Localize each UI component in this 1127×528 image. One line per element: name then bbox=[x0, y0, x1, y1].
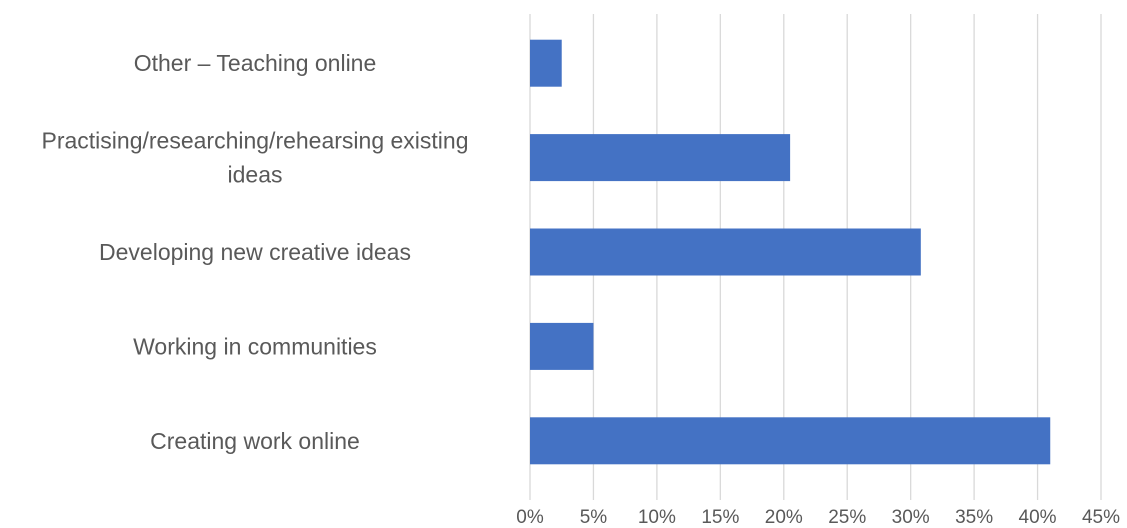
x-tick-label: 25% bbox=[828, 507, 866, 528]
x-tick-label: 30% bbox=[892, 507, 930, 528]
x-axis-tick-labels: 0% 5% 10% 15% 20% 25% 30% 35% 40% 45% bbox=[516, 507, 1120, 528]
x-tick-label: 40% bbox=[1019, 507, 1057, 528]
category-label: Practising/researching/rehearsing existi… bbox=[42, 128, 469, 154]
bars bbox=[530, 39, 1051, 465]
x-tick-label: 10% bbox=[638, 507, 676, 528]
x-tick-label: 20% bbox=[765, 507, 803, 528]
category-label: Developing new creative ideas bbox=[99, 239, 411, 265]
x-tick-label: 35% bbox=[955, 507, 993, 528]
bar bbox=[530, 134, 791, 182]
x-tick-label: 0% bbox=[516, 507, 544, 528]
bar bbox=[530, 39, 562, 87]
category-label: Working in communities bbox=[133, 333, 377, 359]
bar bbox=[530, 322, 594, 370]
bar bbox=[530, 228, 921, 276]
category-label: Other – Teaching online bbox=[134, 50, 377, 76]
category-label: Creating work online bbox=[150, 428, 360, 454]
category-label: ideas bbox=[228, 162, 283, 188]
category-labels: Other – Teaching online Practising/resear… bbox=[42, 50, 469, 454]
bar bbox=[530, 417, 1051, 465]
x-tick-label: 15% bbox=[701, 507, 739, 528]
x-tick-label: 5% bbox=[580, 507, 608, 528]
x-tick-label: 45% bbox=[1082, 507, 1120, 528]
